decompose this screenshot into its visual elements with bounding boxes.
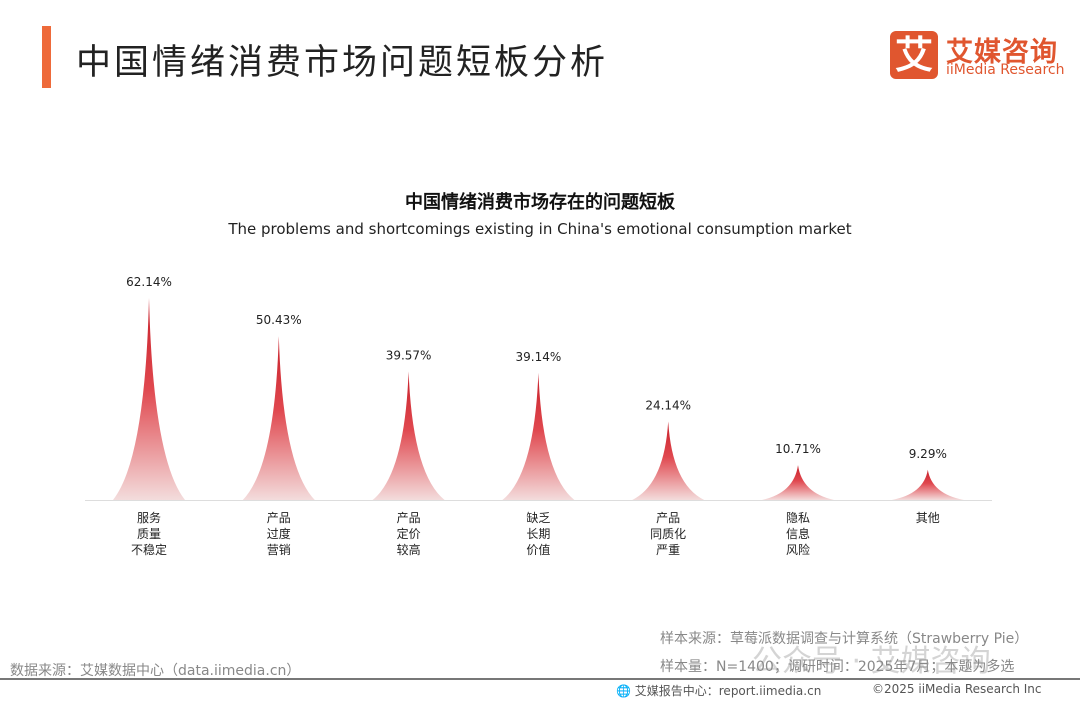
category-label: 产品 定价 较高 <box>396 511 421 557</box>
logo-text-cn: 艾媒咨询 <box>946 37 1058 68</box>
logo-mark: 艾 <box>890 31 938 79</box>
data-label: 9.29% <box>909 447 947 461</box>
data-source: 数据来源：艾媒数据中心（data.iimedia.cn） <box>10 663 301 679</box>
watermark: 公众号 · 艾媒咨询 <box>752 644 991 679</box>
category-label: 服务 质量 不稳定 <box>130 511 167 557</box>
data-label: 10.71% <box>775 442 821 456</box>
spike-bar <box>891 469 964 500</box>
data-label: 39.14% <box>516 350 562 364</box>
category-label: 产品 过度 营销 <box>266 511 291 557</box>
globe-icon: 🌐 <box>616 684 635 698</box>
data-label: 62.14% <box>126 275 172 289</box>
spike-bar <box>632 421 705 500</box>
spike-bar <box>502 372 575 500</box>
chart-title: 中国情绪消费市场存在的问题短板 <box>405 192 675 213</box>
report-center-link[interactable]: 🌐 艾媒报告中心：report.iimedia.cn <box>616 682 821 699</box>
category-label: 隐私 信息 风险 <box>785 511 810 557</box>
chart-subtitle: The problems and shortcomings existing i… <box>228 220 852 238</box>
data-label: 24.14% <box>645 399 691 413</box>
spike-bar <box>113 298 185 500</box>
footer-divider <box>0 678 1080 680</box>
title-accent-bar <box>42 26 51 88</box>
sample-size: 样本量：N=1400；调研时间：2025年7月；本题为多选 <box>660 659 1015 675</box>
category-label: 缺乏 长期 价值 <box>526 511 551 557</box>
spike-bar <box>242 336 315 500</box>
category-label: 产品 同质化 严重 <box>650 511 687 557</box>
copyright: ©2025 iiMedia Research Inc <box>872 682 1042 696</box>
sample-source: 样本来源：草莓派数据调查与计算系统（Strawberry Pie） <box>660 631 1029 647</box>
spike-bar <box>762 465 834 500</box>
category-label: 其他 <box>915 511 940 525</box>
report-center-text: 艾媒报告中心：report.iimedia.cn <box>634 684 822 698</box>
page-title: 中国情绪消费市场问题短板分析 <box>76 43 609 83</box>
data-label: 39.57% <box>386 348 432 362</box>
spike-bar <box>372 371 445 500</box>
logo-text-en: iiMedia Research <box>946 62 1065 78</box>
data-label: 50.43% <box>256 313 302 327</box>
